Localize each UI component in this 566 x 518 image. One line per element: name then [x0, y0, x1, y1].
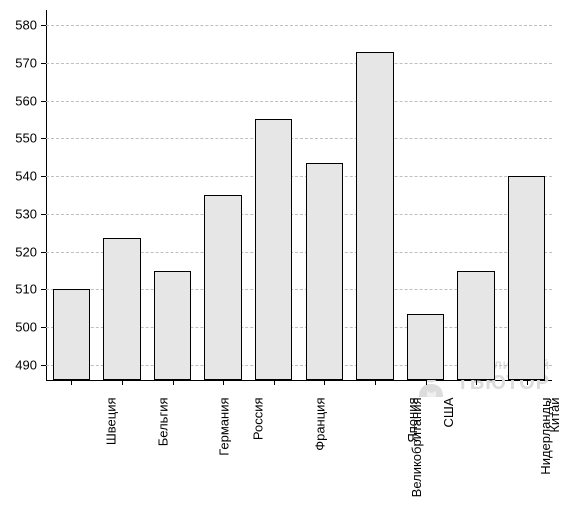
x-tick: [71, 380, 72, 385]
y-tick: [41, 25, 46, 26]
bar: [154, 271, 191, 380]
y-tick-label: 580: [0, 18, 37, 33]
gridline: [46, 101, 552, 102]
x-tick-label: США: [440, 398, 455, 428]
bar: [407, 314, 444, 380]
x-tick: [426, 380, 427, 385]
y-tick-label: 490: [0, 357, 37, 372]
x-tick-label: Япония: [405, 398, 420, 443]
gridline: [46, 25, 552, 26]
bar: [204, 195, 241, 380]
y-tick-label: 540: [0, 169, 37, 184]
bar-chart: ВАШ ЛИЧНЫЙ ТЬЮТОР 4905005105205305405505…: [0, 0, 566, 518]
x-tick: [223, 380, 224, 385]
y-tick-label: 560: [0, 93, 37, 108]
x-tick-label: Россия: [251, 398, 266, 441]
x-tick: [274, 380, 275, 385]
y-tick: [41, 289, 46, 290]
x-tick: [476, 380, 477, 385]
y-tick: [41, 214, 46, 215]
x-tick-label: Бельгия: [156, 398, 171, 447]
bar: [306, 163, 343, 380]
bar: [255, 119, 292, 380]
y-tick-label: 570: [0, 55, 37, 70]
bar: [53, 289, 90, 380]
y-tick: [41, 327, 46, 328]
gridline: [46, 176, 552, 177]
y-tick: [41, 365, 46, 366]
y-axis-line: [46, 10, 47, 380]
y-tick: [41, 63, 46, 64]
y-tick: [41, 176, 46, 177]
gridline: [46, 63, 552, 64]
x-tick-label: Китай: [547, 398, 562, 433]
bar: [508, 176, 545, 380]
y-tick-label: 530: [0, 206, 37, 221]
x-tick: [527, 380, 528, 385]
y-tick-label: 550: [0, 131, 37, 146]
x-tick: [375, 380, 376, 385]
x-tick: [324, 380, 325, 385]
x-tick-label: Германия: [216, 398, 231, 456]
bar: [457, 271, 494, 380]
y-tick-label: 500: [0, 320, 37, 335]
x-tick: [173, 380, 174, 385]
x-tick-label: Франция: [312, 398, 327, 451]
bar: [356, 52, 393, 380]
y-tick: [41, 101, 46, 102]
x-tick: [122, 380, 123, 385]
gridline: [46, 138, 552, 139]
y-tick-label: 520: [0, 244, 37, 259]
bar: [103, 238, 140, 380]
x-tick-label: Швеция: [104, 398, 119, 446]
y-tick: [41, 138, 46, 139]
y-tick-label: 510: [0, 282, 37, 297]
y-tick: [41, 252, 46, 253]
gridline: [46, 214, 552, 215]
